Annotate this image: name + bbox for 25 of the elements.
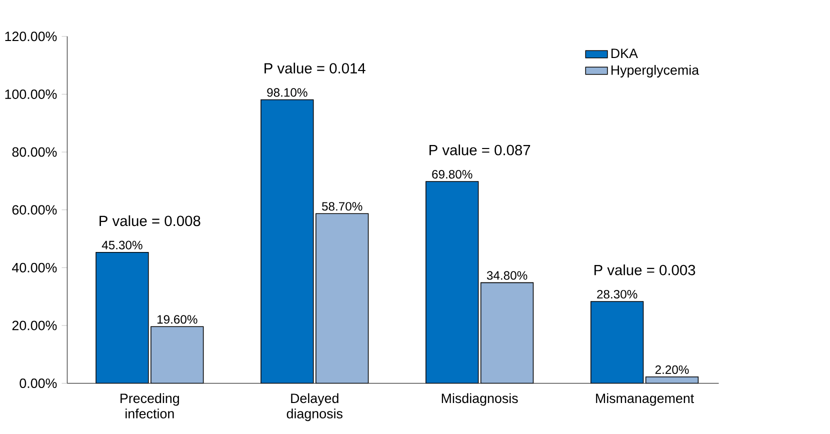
y-tick-label: 100.00% [5, 89, 57, 99]
annotation: P value = 0.008 [100, 215, 200, 226]
y-tick-label: 0.00% [20, 378, 57, 388]
data-label: 69.80% [432, 170, 472, 179]
x-tick-label: Preceding infection [120, 393, 179, 418]
data-label: 19.60% [157, 315, 198, 324]
y-tick-label: 20.00% [12, 320, 57, 330]
annotation: P value = 0.003 [594, 264, 696, 276]
annotation: P value = 0.087 [430, 144, 530, 156]
legend-label: DKA [611, 48, 638, 58]
data-label: 58.70% [322, 202, 362, 211]
x-tick-label: Mismanagement [596, 393, 694, 406]
y-tick-label: 60.00% [12, 205, 57, 215]
y-tick-label: 40.00% [12, 262, 57, 272]
x-tick-label: Misdiagnosis [442, 393, 518, 406]
data-label: 2.20% [655, 365, 689, 374]
data-label: 45.30% [102, 240, 142, 250]
x-tick-label: Delayed diagnosis [286, 393, 342, 422]
annotation: P value = 0.014 [264, 62, 366, 74]
y-tick-label: 120.00% [5, 32, 57, 42]
data-label: 28.30% [597, 290, 638, 299]
data-label: 34.80% [486, 271, 528, 280]
y-tick-label: 80.00% [12, 147, 57, 157]
data-label: 98.10% [267, 88, 308, 97]
legend-label: Hyperglycemia [611, 64, 700, 78]
